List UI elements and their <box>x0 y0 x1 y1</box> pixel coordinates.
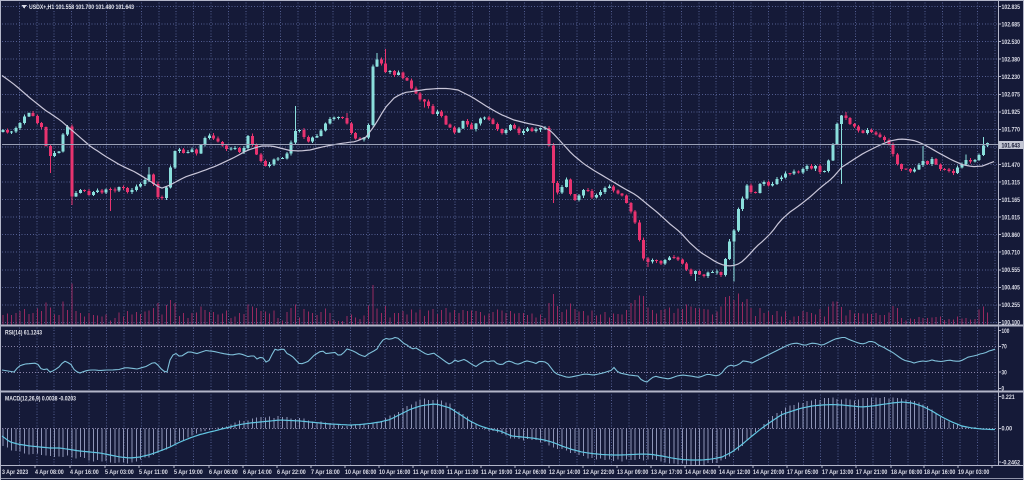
svg-text:4 Apr 08:00: 4 Apr 08:00 <box>35 469 64 476</box>
svg-text:19 Apr 03:00: 19 Apr 03:00 <box>958 469 990 476</box>
svg-text:100.710: 100.710 <box>1002 250 1021 257</box>
svg-text:6 Apr 14:00: 6 Apr 14:00 <box>243 469 272 476</box>
svg-text:18 Apr 16:00: 18 Apr 16:00 <box>924 469 956 476</box>
svg-text:-0.2462: -0.2462 <box>1002 459 1021 466</box>
svg-text:14 Apr 04:00: 14 Apr 04:00 <box>685 469 717 476</box>
svg-text:17 Apr 13:00: 17 Apr 13:00 <box>822 469 854 476</box>
svg-text:17 Apr 05:00: 17 Apr 05:00 <box>787 469 819 476</box>
svg-text:11 Apr 03:00: 11 Apr 03:00 <box>413 469 445 476</box>
svg-text:102.530: 102.530 <box>1002 39 1021 46</box>
svg-text:30: 30 <box>1002 370 1008 377</box>
svg-text:USDX+,H1 101.558 101.700 101.4: USDX+,H1 101.558 101.700 101.480 101.643 <box>29 4 134 11</box>
svg-text:102.835: 102.835 <box>1002 4 1021 11</box>
svg-text:11 Apr 19:00: 11 Apr 19:00 <box>481 469 513 476</box>
svg-text:0: 0 <box>1002 386 1005 393</box>
svg-text:100.255: 100.255 <box>1002 302 1021 309</box>
svg-text:5 Apr 03:00: 5 Apr 03:00 <box>105 469 134 476</box>
svg-text:6 Apr 22:00: 6 Apr 22:00 <box>277 469 306 476</box>
svg-text:3 Apr 2023: 3 Apr 2023 <box>2 469 28 476</box>
svg-text:102.230: 102.230 <box>1002 74 1021 81</box>
svg-text:100.405: 100.405 <box>1002 285 1021 292</box>
svg-text:13 Apr 09:00: 13 Apr 09:00 <box>617 469 649 476</box>
svg-text:101.925: 101.925 <box>1002 109 1021 116</box>
svg-text:17 Apr 21:00: 17 Apr 21:00 <box>856 469 888 476</box>
svg-text:18 Apr 08:00: 18 Apr 08:00 <box>891 469 923 476</box>
svg-text:10 Apr 16:00: 10 Apr 16:00 <box>379 469 411 476</box>
svg-text:0.221: 0.221 <box>1002 394 1015 401</box>
svg-text:13 Apr 17:00: 13 Apr 17:00 <box>651 469 683 476</box>
svg-text:7 Apr 18:00: 7 Apr 18:00 <box>311 469 340 476</box>
svg-text:RSI(14) 61.1243: RSI(14) 61.1243 <box>5 330 42 337</box>
svg-text:102.685: 102.685 <box>1002 21 1021 28</box>
svg-text:0.00: 0.00 <box>1002 426 1013 433</box>
svg-text:101.315: 101.315 <box>1002 179 1021 186</box>
svg-text:101.470: 101.470 <box>1002 162 1021 169</box>
svg-text:12 Apr 14:00: 12 Apr 14:00 <box>549 469 581 476</box>
svg-text:6 Apr 06:00: 6 Apr 06:00 <box>209 469 238 476</box>
svg-text:100.555: 100.555 <box>1002 267 1021 274</box>
svg-text:5 Apr 19:00: 5 Apr 19:00 <box>174 469 203 476</box>
svg-text:100.100: 100.100 <box>1002 320 1021 327</box>
svg-text:70: 70 <box>1002 344 1008 351</box>
svg-text:4 Apr 16:00: 4 Apr 16:00 <box>70 469 99 476</box>
svg-text:12 Apr 22:00: 12 Apr 22:00 <box>583 469 615 476</box>
svg-text:MACD(12,26,9) 0.0038 -0.0203: MACD(12,26,9) 0.0038 -0.0203 <box>5 396 76 403</box>
svg-text:102.075: 102.075 <box>1002 92 1021 99</box>
svg-text:14 Apr 20:00: 14 Apr 20:00 <box>753 469 785 476</box>
svg-text:101.643: 101.643 <box>1002 142 1021 149</box>
svg-text:14 Apr 12:00: 14 Apr 12:00 <box>719 469 751 476</box>
svg-text:11 Apr 11:00: 11 Apr 11:00 <box>447 469 479 476</box>
svg-text:101.770: 101.770 <box>1002 127 1021 134</box>
svg-text:10 Apr 08:00: 10 Apr 08:00 <box>345 469 377 476</box>
svg-text:102.380: 102.380 <box>1002 56 1021 63</box>
svg-text:100: 100 <box>1002 328 1010 335</box>
svg-text:100.860: 100.860 <box>1002 232 1021 239</box>
svg-text:101.015: 101.015 <box>1002 214 1021 221</box>
svg-text:5 Apr 11:00: 5 Apr 11:00 <box>139 469 168 476</box>
svg-text:101.165: 101.165 <box>1002 197 1021 204</box>
svg-text:12 Apr 06:00: 12 Apr 06:00 <box>515 469 547 476</box>
